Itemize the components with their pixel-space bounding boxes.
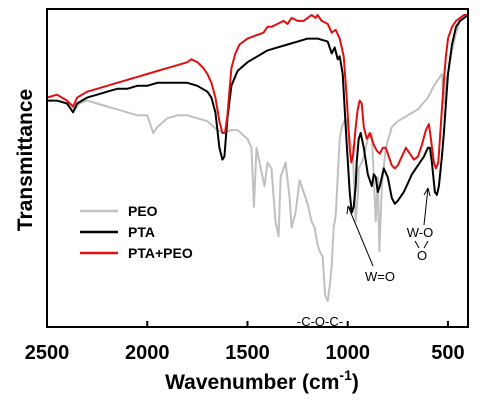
x-ticks: 2500 2000 1500 1000 500: [25, 321, 465, 364]
legend: PEO PTA PTA+PEO: [80, 203, 193, 261]
annotation-arrowhead-w-o-o: [423, 187, 431, 197]
legend-label-peo: PEO: [128, 203, 158, 219]
x-tick-label: 1500: [225, 342, 270, 364]
x-axis-title: Wavenumber (cm-1): [165, 367, 359, 394]
annotation-arrow-w-o-double: [347, 205, 374, 267]
legend-label-pta-peo: PTA+PEO: [128, 245, 193, 261]
x-axis-title-superscript: -1: [339, 367, 352, 383]
legend-label-pta: PTA: [128, 224, 155, 240]
annotation-bond-right: [423, 240, 429, 249]
x-tick-label: 500: [431, 342, 464, 364]
annotation-arrowhead-w-o-double: [346, 205, 354, 215]
annotation-arrow-w-o-o: [423, 187, 429, 226]
annotation-w-o-double: W=O: [365, 269, 395, 284]
annotation-w-o-bottom-o: O: [417, 248, 427, 263]
annotations: -C-O-C- W=O W-O O: [297, 187, 433, 329]
y-axis-title: Transmittance: [14, 89, 37, 231]
x-tick-label: 1000: [325, 342, 370, 364]
series-line-peo: [46, 14, 469, 303]
series-line-pta-peo: [46, 14, 468, 170]
x-tick-label: 2000: [125, 342, 170, 364]
x-tick-label: 2500: [25, 342, 70, 364]
plot-frame: [46, 8, 469, 328]
series-line-pta: [47, 14, 469, 214]
annotation-c-o-c: -C-O-C-: [297, 314, 343, 329]
annotation-bond-left: [414, 240, 420, 249]
series-layer: [46, 14, 469, 303]
annotation-w-o-top: W-O: [407, 225, 433, 240]
